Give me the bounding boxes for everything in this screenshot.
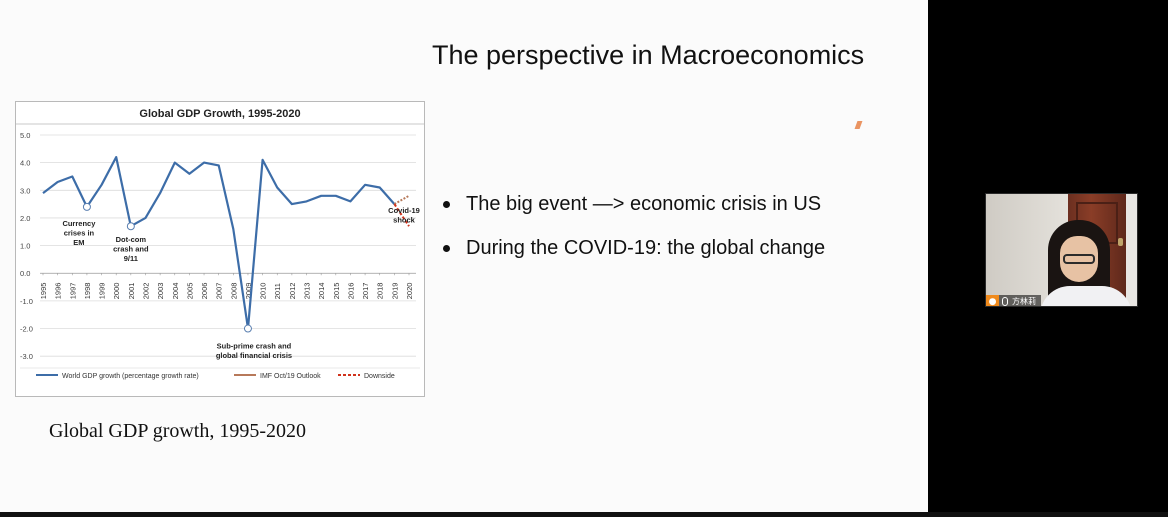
y-tick-label: 1.0 <box>20 242 30 251</box>
annotation-text: Covid-19 <box>388 206 420 215</box>
series-line-2 <box>393 194 410 205</box>
x-tick-label: 2020 <box>405 283 414 300</box>
y-tick-label: 4.0 <box>20 159 30 168</box>
x-tick-label: 2012 <box>288 283 297 300</box>
x-tick-label: 2006 <box>200 283 209 300</box>
window-bottom-bar <box>0 512 1168 517</box>
x-tick-label: 2002 <box>141 283 150 300</box>
annotation-text: EM <box>73 238 84 247</box>
y-tick-label: 5.0 <box>20 131 30 140</box>
annotation-marker <box>126 222 135 231</box>
y-tick-label: 2.0 <box>20 214 30 223</box>
annotation-marker <box>82 202 91 211</box>
x-tick-label: 1995 <box>39 283 48 300</box>
participant-face <box>1060 236 1098 282</box>
chart-caption: Global GDP growth, 1995-2020 <box>49 420 307 442</box>
bullet-dot-icon <box>443 245 450 252</box>
x-tick-label: 2004 <box>171 283 180 300</box>
gdp-chart: Global GDP Growth, 1995-2020 5.0 4.0 3.0 2.0… <box>15 101 425 397</box>
annotation-text: 9/11 <box>124 254 138 263</box>
x-tick-label: 2008 <box>229 283 238 300</box>
x-tick-label: 2007 <box>215 283 224 300</box>
participant-name-tag: ● 方林莉 <box>986 295 1041 306</box>
annotation-text: global financial crisis <box>216 351 292 360</box>
y-tick-label: -2.0 <box>20 325 33 334</box>
x-tick-label: 2019 <box>390 283 399 300</box>
laser-pointer-icon <box>854 121 863 129</box>
webcam-video-tile[interactable]: ● 方林莉 <box>985 193 1138 307</box>
participant-shirt <box>1040 286 1132 306</box>
bullet-text: During the COVID-19: the global change <box>466 237 826 259</box>
x-tick-label: 2009 <box>244 283 253 300</box>
microphone-icon[interactable] <box>1002 297 1008 306</box>
x-tick-label: 2003 <box>156 283 165 300</box>
legend-label: World GDP growth (percentage growth rate… <box>62 373 199 380</box>
x-tick-label: 2005 <box>185 283 194 300</box>
x-tick-label: 1996 <box>54 283 63 300</box>
annotation-text: crises in <box>64 228 95 237</box>
bullet-item: The big event —> economic crisis in US <box>443 193 825 216</box>
annotation-text: Sub-prime crash and <box>217 342 292 351</box>
x-tick-label: 2010 <box>259 283 268 300</box>
x-tick-label: 2015 <box>332 283 341 300</box>
series-line-1 <box>42 155 396 330</box>
x-tick-label: 1997 <box>68 283 77 300</box>
annotation-text: Dot-com <box>116 235 147 244</box>
bullet-dot-icon <box>443 201 450 208</box>
series-line-3 <box>393 203 410 227</box>
person-icon: ● <box>986 295 999 306</box>
annotation-text: crash and <box>113 245 149 254</box>
x-tick-label: 1998 <box>83 283 92 300</box>
y-tick-label: 3.0 <box>20 186 30 195</box>
x-tick-label: 2018 <box>376 283 385 300</box>
presentation-slide: The perspective in Macroeconomics Global… <box>0 0 928 512</box>
background-edge <box>1126 194 1137 306</box>
x-tick-label: 1999 <box>98 283 107 300</box>
chart-title: Global GDP Growth, 1995-2020 <box>139 108 300 120</box>
door-handle <box>1118 238 1123 246</box>
annotation-marker <box>243 324 252 333</box>
x-tick-label: 2013 <box>303 283 312 300</box>
y-tick-label: -3.0 <box>20 352 33 361</box>
bullet-list: The big event —> economic crisis in US D… <box>443 193 825 281</box>
legend-label: IMF Oct/19 Outlook <box>260 373 321 380</box>
annotation-text: Currency <box>62 219 96 228</box>
y-tick-label: -1.0 <box>20 297 33 306</box>
legend-label: Downside <box>364 373 395 380</box>
gdp-chart-svg: Global GDP Growth, 1995-2020 5.0 4.0 3.0 2.0… <box>16 108 424 380</box>
participant-name: 方林莉 <box>1012 297 1036 306</box>
y-tick-label: 0.0 <box>20 269 30 278</box>
annotation-text: shock <box>393 216 416 225</box>
x-tick-label: 2016 <box>346 283 355 300</box>
slide-title: The perspective in Macroeconomics <box>432 40 865 70</box>
bullet-item: During the COVID-19: the global change <box>443 237 825 260</box>
x-tick-label: 2011 <box>273 283 282 299</box>
x-tick-label: 2017 <box>361 283 370 300</box>
x-tick-label: 2014 <box>317 283 326 300</box>
participant-glasses <box>1063 254 1095 264</box>
x-tick-label: 2001 <box>127 283 136 300</box>
x-tick-label: 2000 <box>112 283 121 300</box>
bullet-text: The big event —> economic crisis in US <box>466 193 822 215</box>
